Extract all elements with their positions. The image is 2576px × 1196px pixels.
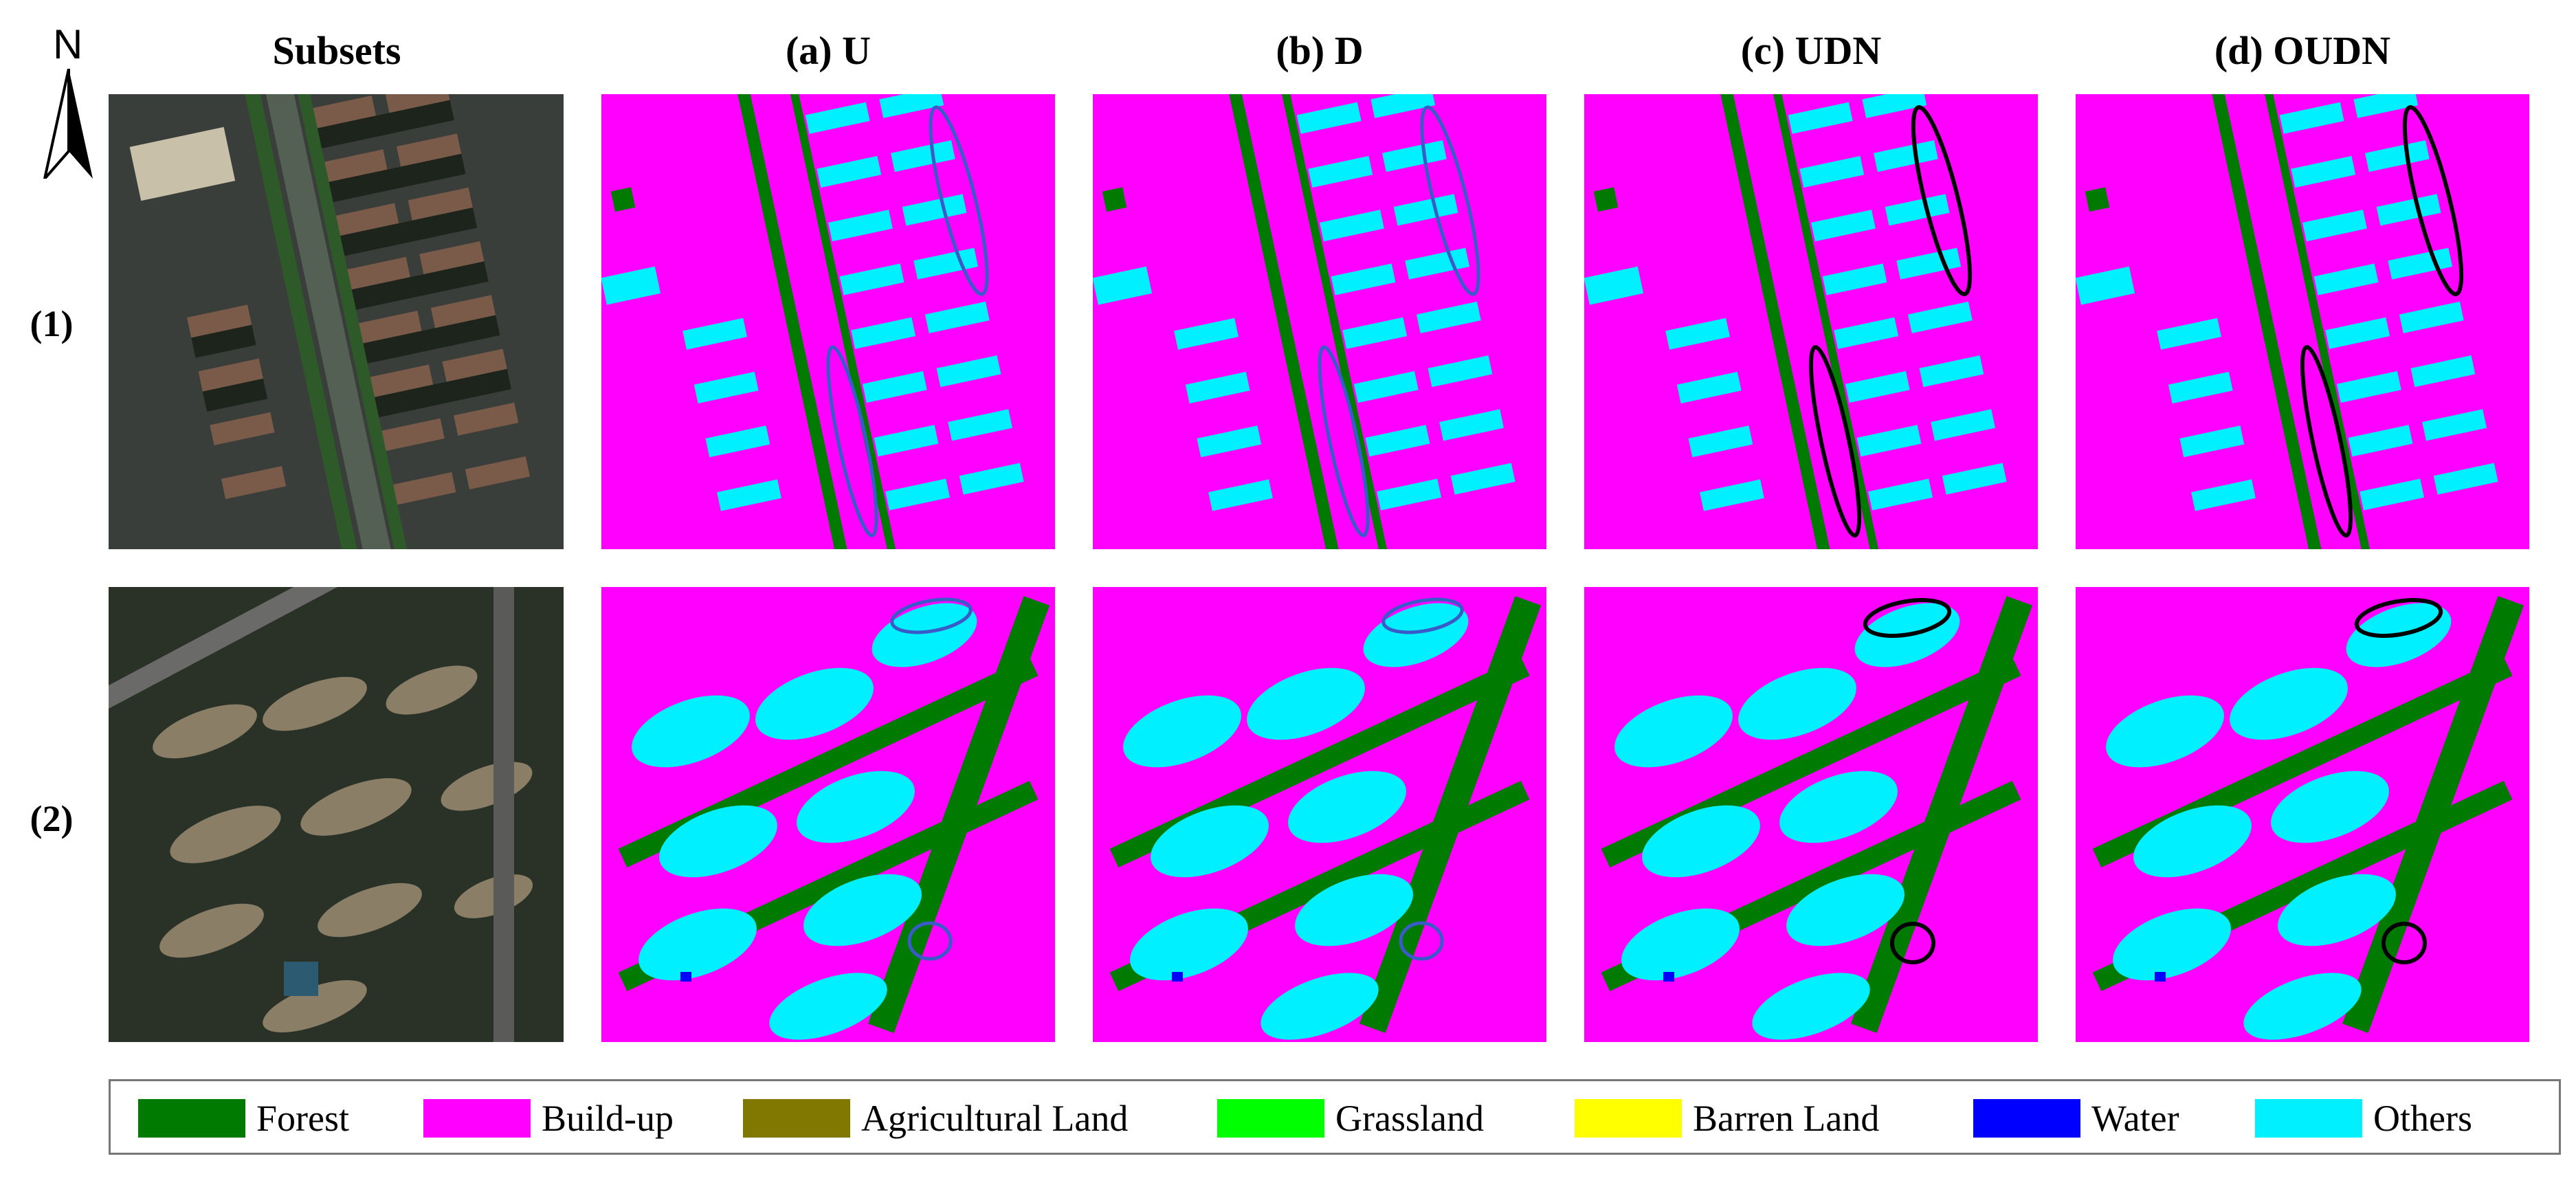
- legend-swatch: [2255, 1099, 2362, 1138]
- legend-item-water: Water: [1973, 1098, 2179, 1139]
- row-label-1: (1): [30, 303, 74, 344]
- column-title-d: (d) OUDN: [2214, 28, 2391, 73]
- classification-map-row-1-d: [2076, 94, 2529, 549]
- column-title-c: (c) UDN: [1740, 28, 1882, 73]
- legend-swatch: [1973, 1099, 2080, 1138]
- legend-item-forest: Forest: [138, 1098, 349, 1139]
- legend-label: Agricultural Land: [861, 1098, 1129, 1139]
- legend-swatch: [1217, 1099, 1324, 1138]
- classification-map-row-2-c: [1584, 587, 2038, 1042]
- legend-label: Water: [2091, 1098, 2179, 1139]
- legend-label: Forest: [256, 1098, 349, 1139]
- legend-swatch: [743, 1099, 850, 1138]
- legend-label: Others: [2373, 1098, 2472, 1139]
- north-arrow: N: [38, 21, 100, 179]
- classification-map-row-2-b: [1093, 587, 1546, 1042]
- legend-swatch: [138, 1099, 245, 1138]
- legend-item-grassland: Grassland: [1217, 1098, 1484, 1139]
- column-title-subsets: Subsets: [272, 28, 401, 73]
- column-title-b: (b) D: [1276, 28, 1364, 73]
- legend-label: Barren Land: [1693, 1098, 1880, 1139]
- classification-map-row-1-c: [1584, 94, 2038, 549]
- classification-map-row-1-b: [1093, 94, 1546, 549]
- legend-item-barren-land: Barren Land: [1575, 1098, 1879, 1139]
- column-title-a: (a) U: [785, 28, 871, 73]
- north-label: N: [53, 21, 83, 67]
- legend-swatch: [423, 1099, 531, 1138]
- north-arrow-icon: [43, 69, 93, 179]
- legend-swatch: [1575, 1099, 1682, 1138]
- legend-item-build-up: Build-up: [423, 1098, 674, 1139]
- classification-map-row-2-a: [601, 587, 1055, 1042]
- legend-label: Grassland: [1335, 1098, 1484, 1139]
- satellite-image-row-1: [109, 94, 564, 549]
- satellite-image-row-2: [109, 587, 564, 1042]
- classification-map-row-2-d: [2076, 587, 2529, 1042]
- legend: Forest Build-up Agricultural Land Grassl…: [109, 1079, 2561, 1155]
- row-label-2: (2): [30, 798, 74, 839]
- legend-item-others: Others: [2255, 1098, 2472, 1139]
- legend-label: Build-up: [542, 1098, 674, 1139]
- legend-item-agricultural-land: Agricultural Land: [743, 1098, 1128, 1139]
- classification-map-row-1-a: [601, 94, 1055, 549]
